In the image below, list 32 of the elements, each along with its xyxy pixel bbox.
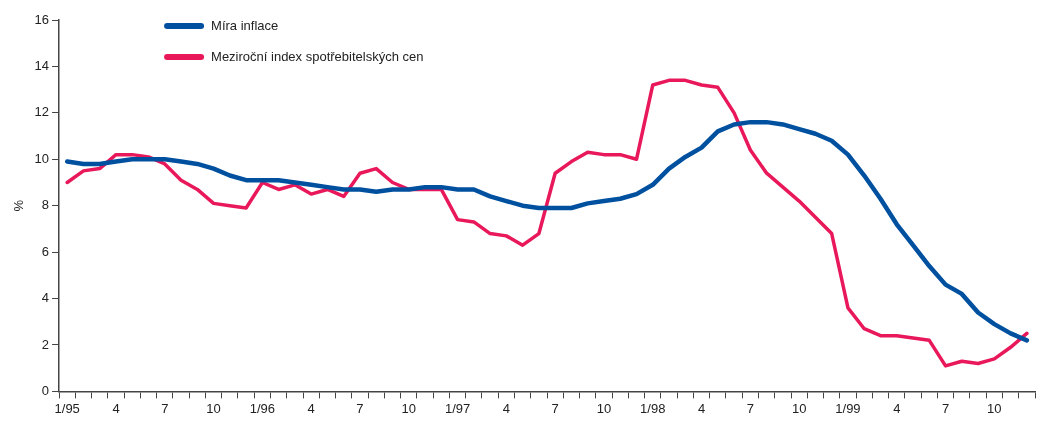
y-tick-label: 16 [34,11,50,27]
y-tick-label: 14 [34,58,50,73]
x-tick-label: 1/96 [249,400,276,416]
y-tick-label: 4 [41,290,50,306]
x-tick-label: 1/95 [54,400,80,416]
legend-label: Míra inflace [211,17,279,33]
y-tick-label: 0 [41,382,50,398]
x-tick-label: 1/98 [640,400,666,416]
x-tick-label: 10 [791,400,807,416]
y-tick-label: 8 [41,197,50,213]
x-tick-label: 10 [401,400,417,416]
y-tick-label: 2 [41,336,50,352]
x-tick-label: 7 [551,400,559,416]
y-tick-label: 10 [34,150,50,166]
x-tick-label: 4 [307,400,315,416]
x-tick-label: 4 [893,400,901,416]
y-tick-label: 12 [34,104,50,120]
x-tick-label: 1/97 [444,400,471,416]
y-tick-label: 6 [41,243,50,259]
x-tick-label: 1/99 [835,400,861,416]
legend-label: Meziroční index spotřebitelských cen [211,48,424,64]
x-tick-label: 7 [356,400,364,416]
x-tick-label: 4 [697,400,706,416]
y-axis-title: % [11,199,27,212]
x-tick-label: 4 [502,400,510,416]
x-tick-label: 4 [112,400,120,416]
x-tick-label: 7 [941,400,950,416]
x-tick-label: 10 [206,400,221,416]
x-tick-label: 10 [596,400,612,416]
x-tick-label: 7 [161,400,169,416]
x-tick-label: 10 [987,400,1002,416]
x-tick-label: 7 [746,400,754,416]
